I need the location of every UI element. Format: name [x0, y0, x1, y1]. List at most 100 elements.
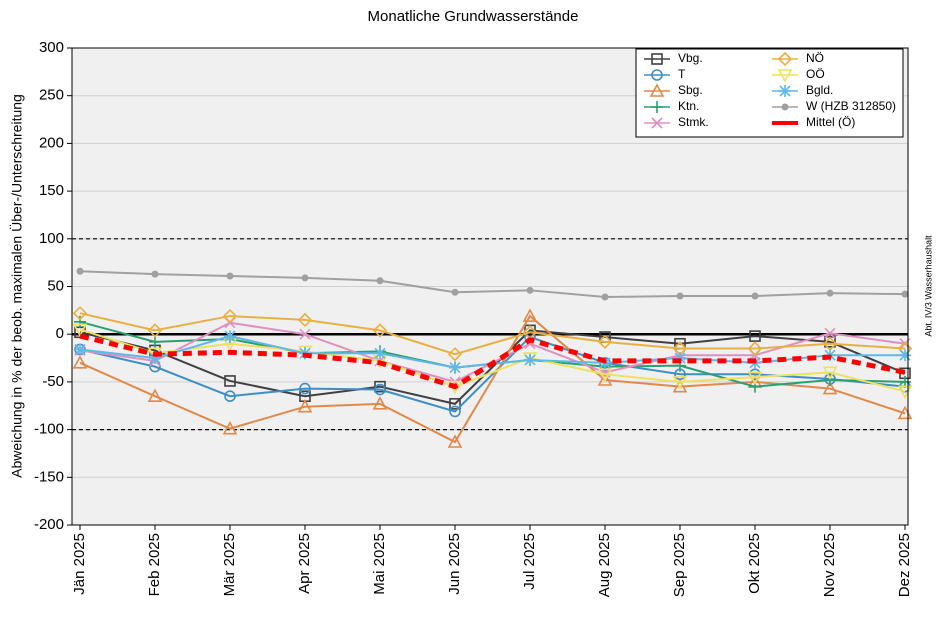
y-tick-label: 300	[39, 39, 64, 56]
marker	[147, 323, 163, 338]
marker	[374, 383, 386, 396]
marker	[151, 270, 159, 278]
marker	[222, 308, 238, 324]
legend-box	[635, 48, 904, 138]
plot-border	[71, 47, 909, 526]
marker	[899, 349, 911, 362]
series-line	[79, 270, 906, 298]
marker	[824, 327, 836, 339]
x-tick-label: Jun 2025	[446, 533, 463, 595]
marker	[297, 312, 313, 328]
marker	[374, 347, 386, 360]
marker	[749, 330, 761, 342]
y-axis-label: Abweichung in % der beob. maximalen Über…	[8, 94, 25, 478]
legend-label: T	[678, 67, 686, 81]
series-line	[79, 328, 906, 393]
marker	[449, 361, 461, 374]
x-tick-label: Mär 2025	[221, 533, 238, 596]
marker	[779, 85, 791, 97]
y-tick-label: 0	[56, 325, 64, 342]
marker	[777, 51, 793, 67]
marker	[649, 83, 665, 97]
x-tick-label: Sep 2025	[671, 533, 688, 597]
marker	[76, 267, 84, 275]
y-tick-label: 150	[39, 182, 64, 199]
y-tick-label: -50	[42, 373, 64, 390]
legend-label: NÖ	[806, 51, 824, 65]
annotation: Abt. IV/3 Wasserhaushalt	[923, 235, 933, 337]
series-line	[79, 312, 906, 356]
marker	[651, 117, 663, 129]
marker	[299, 382, 311, 395]
x-tick-label: Mai 2025	[371, 533, 388, 595]
marker	[751, 292, 759, 300]
x-tick-label: Okt 2025	[746, 533, 763, 594]
marker	[74, 343, 86, 356]
marker	[747, 371, 763, 385]
marker	[901, 290, 909, 298]
y-tick-label: -200	[34, 516, 64, 533]
marker	[777, 69, 793, 83]
x-tick-label: Jul 2025	[521, 533, 538, 590]
marker	[747, 341, 763, 356]
marker	[651, 53, 663, 65]
y-tick-label: -100	[34, 421, 64, 438]
x-tick-label: Dez 2025	[896, 533, 913, 597]
series-line	[79, 314, 906, 444]
marker	[372, 323, 388, 338]
marker	[74, 315, 86, 328]
marker	[224, 375, 236, 387]
marker	[72, 355, 88, 369]
marker	[781, 103, 789, 111]
marker	[222, 420, 238, 435]
x-tick-label: Nov 2025	[821, 533, 838, 597]
marker	[822, 366, 838, 381]
marker	[651, 101, 663, 113]
marker	[376, 277, 384, 285]
marker	[522, 308, 538, 322]
marker	[224, 330, 236, 343]
marker	[597, 372, 613, 386]
marker	[149, 352, 161, 365]
y-tick-label: 200	[39, 134, 64, 151]
marker	[822, 380, 838, 395]
y-tick-label: 100	[39, 230, 64, 247]
marker	[601, 293, 609, 301]
marker	[447, 434, 463, 448]
marker	[447, 347, 463, 362]
series-line	[79, 333, 906, 390]
legend-label: Stmk.	[678, 115, 709, 129]
legend-label: W (HZB 312850)	[806, 99, 896, 113]
legend-label: Sbg.	[678, 83, 703, 97]
marker	[297, 399, 313, 413]
y-tick-label: -150	[34, 468, 64, 485]
legend-label: OÖ	[806, 67, 825, 81]
marker	[526, 286, 534, 294]
chart-title: Monatliche Grundwasserstände	[368, 8, 579, 25]
series-line	[79, 335, 906, 413]
legend-label: Mittel (Ö)	[806, 115, 855, 129]
marker	[672, 378, 688, 393]
marker	[72, 306, 88, 321]
marker	[147, 388, 163, 403]
marker	[226, 272, 234, 280]
x-tick-label: Apr 2025	[296, 533, 313, 594]
marker	[651, 69, 663, 81]
marker	[524, 353, 536, 366]
marker	[72, 323, 88, 338]
marker	[826, 289, 834, 297]
marker	[676, 292, 684, 300]
x-tick-label: Feb 2025	[146, 533, 163, 596]
marker	[672, 376, 688, 390]
legend-label: Bgld.	[806, 83, 833, 97]
marker	[522, 352, 538, 366]
legend-label: Ktn.	[678, 99, 699, 113]
marker	[449, 398, 461, 410]
marker	[449, 405, 461, 418]
marker	[224, 390, 236, 403]
marker	[299, 328, 311, 340]
marker	[451, 288, 459, 296]
series-line	[79, 329, 906, 405]
x-tick-label: Jän 2025	[71, 533, 88, 595]
marker	[597, 334, 613, 349]
